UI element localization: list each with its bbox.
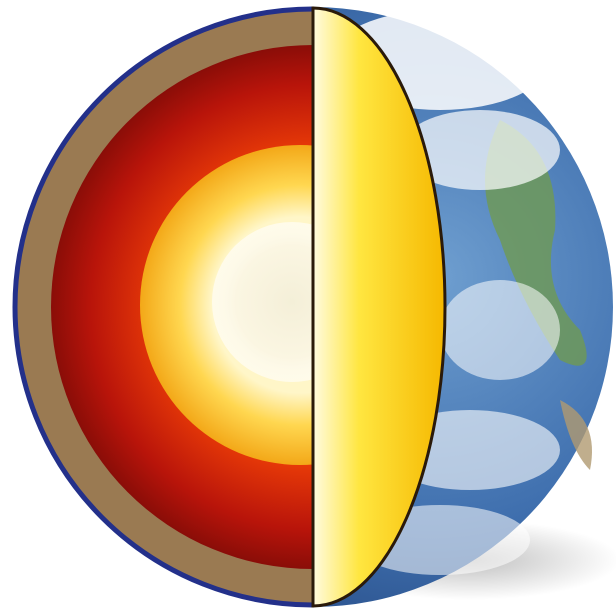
land	[560, 400, 592, 470]
cloud	[440, 280, 560, 380]
cloud	[400, 110, 560, 190]
cutaway	[12, 6, 314, 608]
cut-face	[311, 6, 447, 608]
inner-core	[212, 222, 314, 382]
